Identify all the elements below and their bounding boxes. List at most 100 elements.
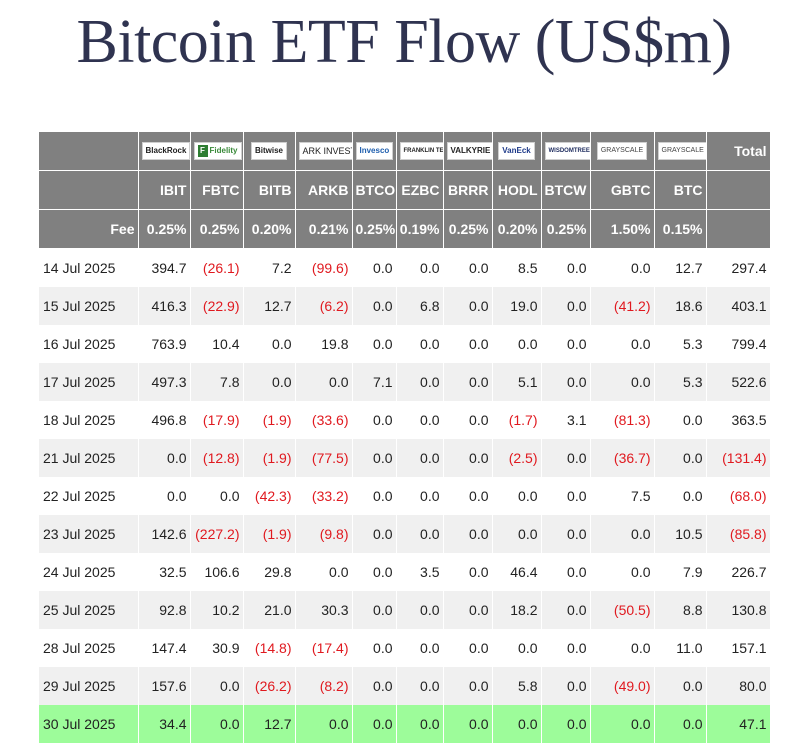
logo-text: GRAYSCALE bbox=[661, 147, 704, 155]
flow-cell-hodl: (1.7) bbox=[492, 401, 541, 439]
ticker-btco: BTCO bbox=[352, 170, 397, 210]
flow-cell-ezbc: 6.8 bbox=[396, 287, 443, 325]
flow-cell-btc: 5.3 bbox=[654, 325, 706, 363]
logo-cell-ibit: BlackRock bbox=[138, 132, 191, 171]
flow-cell-brrr: 0.0 bbox=[443, 553, 492, 591]
fee-brrr: 0.25% bbox=[443, 209, 493, 249]
flow-cell-brrr: 0.0 bbox=[443, 325, 492, 363]
header-blank bbox=[39, 132, 139, 171]
flow-cell-arkb: (99.6) bbox=[295, 248, 352, 287]
row-date: 21 Jul 2025 bbox=[39, 439, 138, 477]
ticker-bitb: BITB bbox=[243, 170, 296, 210]
flow-cell-btcw: 0.0 bbox=[541, 325, 590, 363]
flow-cell-gbtc: 7.5 bbox=[590, 477, 654, 515]
flow-cell-brrr: 0.0 bbox=[443, 515, 492, 553]
ticker-ibit: IBIT bbox=[138, 170, 191, 210]
logo-text: Bitwise bbox=[254, 146, 283, 156]
flow-cell-fbtc: 7.8 bbox=[190, 363, 243, 401]
flow-cell-ezbc: 0.0 bbox=[396, 401, 443, 439]
flow-cell-fbtc: (22.9) bbox=[190, 287, 243, 325]
flow-cell-arkb: (17.4) bbox=[295, 629, 352, 667]
flow-cell-ezbc: 0.0 bbox=[396, 629, 443, 667]
flow-cell-btc: 0.0 bbox=[654, 439, 706, 477]
flow-cell-ezbc: 0.0 bbox=[396, 667, 443, 705]
table-row: 15 Jul 2025 416.3 (22.9) 12.7 (6.2) 0.0 6.8 0.0… bbox=[39, 287, 770, 325]
row-date: 16 Jul 2025 bbox=[39, 325, 138, 363]
row-total: 130.8 bbox=[706, 591, 770, 629]
table-row: 21 Jul 2025 0.0 (12.8) (1.9) (77.5) 0.0 0.0 0.0… bbox=[39, 439, 770, 477]
row-total: 80.0 bbox=[706, 667, 770, 705]
franklin-templeton-logo-icon: FRANKLIN TEMPLETON bbox=[399, 142, 442, 161]
flow-cell-bitb: (1.9) bbox=[243, 439, 295, 477]
flow-cell-brrr: 0.0 bbox=[443, 401, 492, 439]
flow-cell-gbtc: (41.2) bbox=[590, 287, 654, 325]
flow-cell-brrr: 0.0 bbox=[443, 705, 492, 743]
flow-cell-hodl: 19.0 bbox=[492, 287, 541, 325]
flow-cell-fbtc: 106.6 bbox=[190, 553, 243, 591]
flow-cell-bitb: 0.0 bbox=[243, 325, 295, 363]
flow-cell-btcw: 3.1 bbox=[541, 401, 590, 439]
flow-cell-hodl: 18.2 bbox=[492, 591, 541, 629]
fee-fbtc: 0.25% bbox=[190, 209, 244, 249]
flow-cell-btcw: 0.0 bbox=[541, 667, 590, 705]
flow-cell-btc: 12.7 bbox=[654, 248, 706, 287]
fidelity-logo-icon: F Fidelity bbox=[193, 142, 242, 161]
blackrock-logo-icon: BlackRock bbox=[141, 142, 189, 161]
row-date: 30 Jul 2025 bbox=[39, 705, 138, 743]
logo-cell-btcw: WISDOMTREE bbox=[541, 132, 591, 171]
row-total: 522.6 bbox=[706, 363, 770, 401]
flow-cell-gbtc: 0.0 bbox=[590, 325, 654, 363]
flow-cell-hodl: 0.0 bbox=[492, 629, 541, 667]
row-date: 29 Jul 2025 bbox=[39, 667, 138, 705]
flow-cell-btcw: 0.0 bbox=[541, 515, 590, 553]
row-date: 25 Jul 2025 bbox=[39, 591, 138, 629]
flow-cell-fbtc: 10.4 bbox=[190, 325, 243, 363]
fee-row: Fee 0.25% 0.25% 0.20% 0.21% 0.25% 0.19% 0.25% 0… bbox=[39, 209, 771, 249]
ticker-row: IBIT FBTC BITB ARKB BTCO EZBC BRRR HODL BTCW GBTC… bbox=[39, 170, 771, 210]
row-total: 799.4 bbox=[706, 325, 770, 363]
flow-cell-btco: 7.1 bbox=[352, 363, 396, 401]
grayscale-logo-icon: GRAYSCALE bbox=[596, 142, 648, 161]
flow-cell-hodl: 0.0 bbox=[492, 325, 541, 363]
logo-cell-gbtc: GRAYSCALE bbox=[590, 132, 655, 171]
flow-cell-fbtc: 30.9 bbox=[190, 629, 243, 667]
flow-cell-btcw: 0.0 bbox=[541, 439, 590, 477]
flow-cell-bitb: 12.7 bbox=[243, 287, 295, 325]
wisdomtree-logo-icon: WISDOMTREE bbox=[544, 142, 589, 161]
flow-cell-bitb: (1.9) bbox=[243, 401, 295, 439]
row-date: 28 Jul 2025 bbox=[39, 629, 138, 667]
flow-cell-gbtc: (81.3) bbox=[590, 401, 654, 439]
flow-cell-brrr: 0.0 bbox=[443, 477, 492, 515]
row-total: (68.0) bbox=[706, 477, 770, 515]
flow-cell-gbtc: 0.0 bbox=[590, 248, 654, 287]
flow-cell-arkb: (8.2) bbox=[295, 667, 352, 705]
flow-cell-ibit: 0.0 bbox=[138, 439, 190, 477]
flow-cell-hodl: 5.1 bbox=[492, 363, 541, 401]
flow-cell-btcw: 0.0 bbox=[541, 477, 590, 515]
flow-cell-btcw: 0.0 bbox=[541, 248, 590, 287]
row-total: (131.4) bbox=[706, 439, 770, 477]
flow-cell-ibit: 147.4 bbox=[138, 629, 190, 667]
flow-cell-bitb: (26.2) bbox=[243, 667, 295, 705]
flow-cell-btc: 0.0 bbox=[654, 667, 706, 705]
table-row: 24 Jul 2025 32.5 106.6 29.8 0.0 0.0 3.5 0.0 46.4… bbox=[39, 553, 770, 591]
fee-bitb: 0.20% bbox=[243, 209, 296, 249]
flow-cell-fbtc: 0.0 bbox=[190, 667, 243, 705]
flow-cell-arkb: (6.2) bbox=[295, 287, 352, 325]
flow-cell-ezbc: 0.0 bbox=[396, 248, 443, 287]
table-row: 23 Jul 2025 142.6 (227.2) (1.9) (9.8) 0.0 0.0 0… bbox=[39, 515, 770, 553]
flow-cell-ezbc: 0.0 bbox=[396, 515, 443, 553]
fee-btcw: 0.25% bbox=[541, 209, 591, 249]
table-row: 16 Jul 2025 763.9 10.4 0.0 19.8 0.0 0.0 0.0 0.0 0… bbox=[39, 325, 770, 363]
fee-ibit: 0.25% bbox=[138, 209, 191, 249]
logo-text: BlackRock bbox=[145, 146, 187, 156]
fee-total-blank bbox=[706, 209, 771, 249]
flow-cell-bitb: 7.2 bbox=[243, 248, 295, 287]
flow-cell-brrr: 0.0 bbox=[443, 629, 492, 667]
fee-hodl: 0.20% bbox=[492, 209, 542, 249]
total-header: Total bbox=[706, 132, 771, 171]
flow-cell-arkb: (33.6) bbox=[295, 401, 352, 439]
flow-cell-gbtc: 0.0 bbox=[590, 515, 654, 553]
table-row: 22 Jul 2025 0.0 0.0 (42.3) (33.2) 0.0 0.0 0.0 0.… bbox=[39, 477, 770, 515]
flow-cell-fbtc: (227.2) bbox=[190, 515, 243, 553]
